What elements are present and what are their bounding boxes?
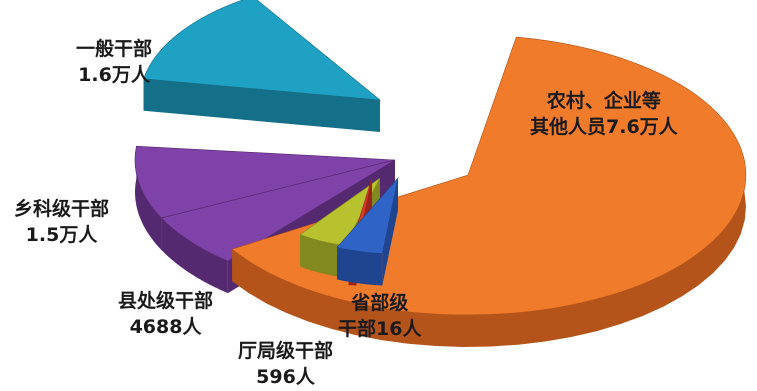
pie-slice-general-cadre <box>143 0 381 101</box>
label-rural-enterprise: 农村、企业等 其他人员7.6万人 <box>530 88 678 140</box>
label-county-level: 县处级干部 4688人 <box>118 288 213 340</box>
label-provincial-line2: 干部16人 <box>338 318 422 340</box>
label-township-line2: 1.5万人 <box>25 224 98 246</box>
pie-slice-side-township-level <box>135 146 162 250</box>
pie-slice-township-level <box>134 145 396 219</box>
label-general-cadre: 一般干部 1.6万人 <box>76 36 152 88</box>
label-general-line1: 一般干部 <box>76 38 153 60</box>
pie-slice-side-provincial-ministerial <box>337 247 383 286</box>
label-bureau-line1: 厅局级干部 <box>238 340 334 362</box>
label-provincial-ministerial: 省部级 干部16人 <box>338 290 421 342</box>
pie-slice-side-county-level <box>161 217 228 294</box>
pie-slice-wall-general-cadre <box>143 0 380 132</box>
label-township-level: 乡科级干部 1.5万人 <box>14 196 109 248</box>
label-township-line1: 乡科级干部 <box>14 198 110 220</box>
label-provincial-line1: 省部级 <box>351 292 409 314</box>
label-rural-enterprise-line1: 农村、企业等 <box>546 90 661 112</box>
label-rural-enterprise-line2: 其他人员7.6万人 <box>530 116 678 138</box>
label-county-line2: 4688人 <box>129 316 202 338</box>
pie-slice-county-level <box>160 159 396 262</box>
label-bureau-level: 厅局级干部 596人 <box>238 338 333 390</box>
pie-slice-side-bureau-level <box>300 234 345 278</box>
label-general-line2: 1.6万人 <box>78 64 150 86</box>
label-county-line1: 县处级干部 <box>118 290 214 312</box>
pie-slice-provincial-ministerial <box>336 176 399 254</box>
label-bureau-line2: 596人 <box>256 366 315 388</box>
